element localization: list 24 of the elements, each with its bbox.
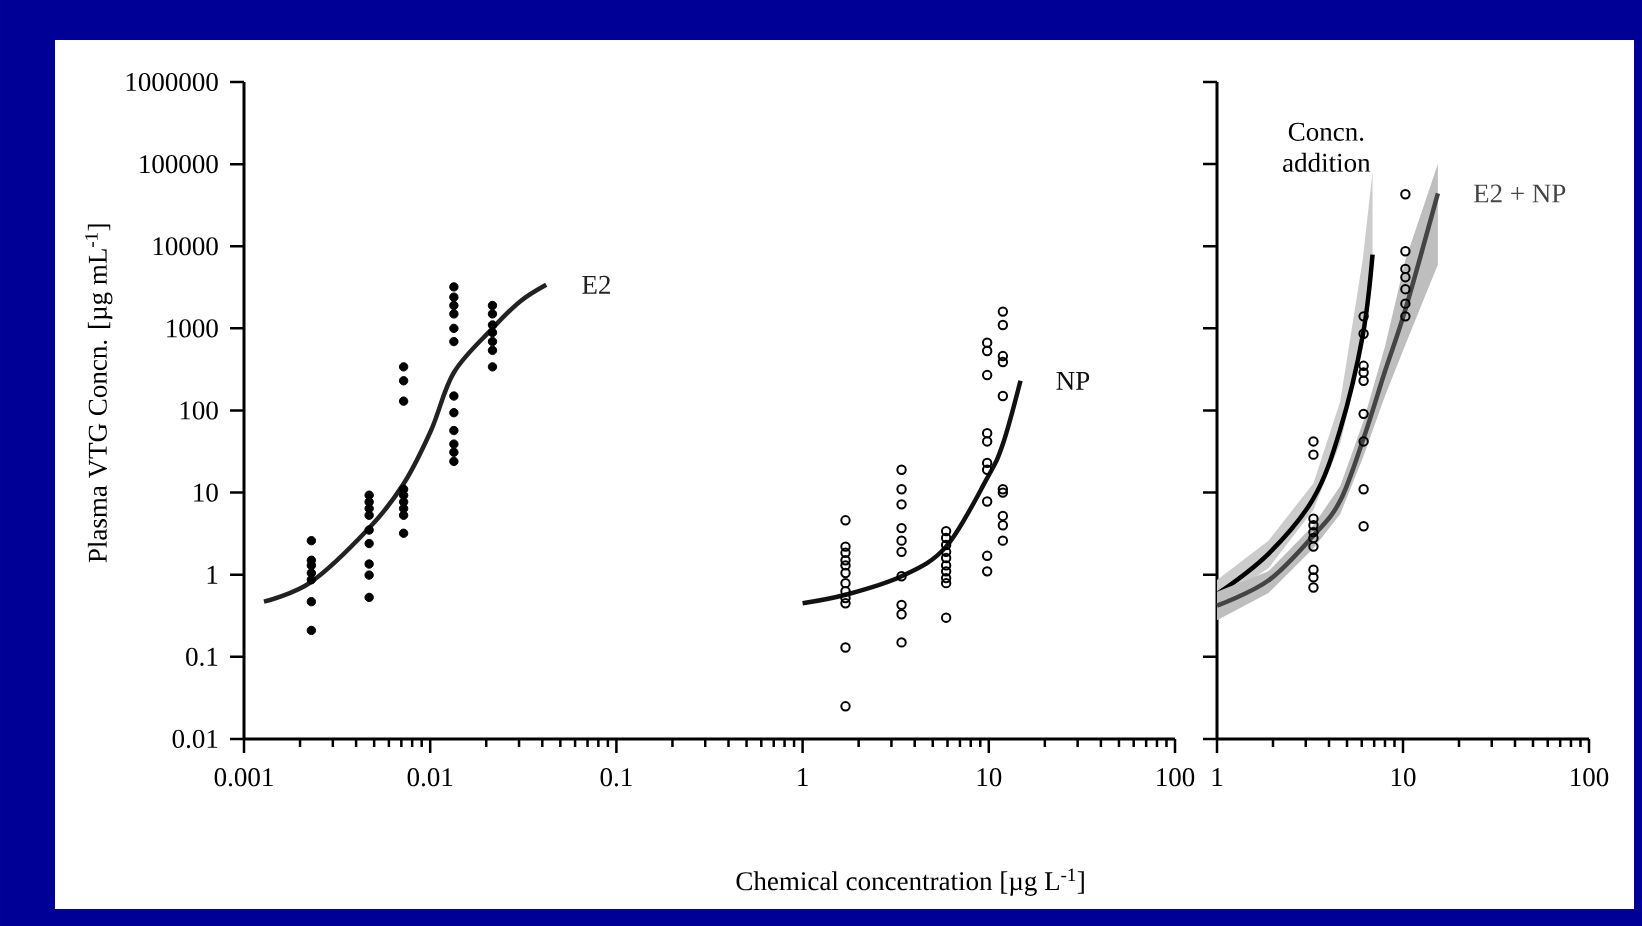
- x-axis-title: Chemical concentration [µg L$^{-1}$]: [736, 868, 1084, 896]
- x-tick-label: 10: [977, 768, 1002, 787]
- x-tick-label: 1: [1212, 768, 1223, 786]
- x-tick-label: 0.1: [600, 768, 632, 787]
- y-tick-label: 100: [180, 401, 218, 420]
- y-tick-label: 10000: [153, 237, 218, 256]
- x-tick-label: 0.001: [214, 768, 273, 787]
- x-tick-label: 10: [1391, 768, 1416, 787]
- series-label: NP: [1056, 371, 1090, 390]
- y-tick-label: 1000000: [126, 72, 218, 92]
- y-tick-label: 0.1: [186, 647, 218, 667]
- x-tick-label: 1: [798, 768, 808, 786]
- y-tick-label: 10: [194, 483, 218, 502]
- series-label: E2 + NP: [1473, 184, 1566, 203]
- y-axis-title: Plasma VTG Concn. [µg mL$^{-1}$]: [85, 224, 113, 563]
- x-tick-label: 0.01: [407, 768, 453, 787]
- y-tick-label: 1000: [167, 319, 218, 338]
- text: Concn. addition: [1283, 122, 1371, 172]
- y-tick-label: 100000: [140, 155, 218, 174]
- x-tick-label: 100: [1571, 768, 1609, 787]
- y-tick-label: 1: [207, 565, 218, 584]
- y-tick-label: 0.01: [172, 729, 218, 749]
- series-label: E2: [582, 275, 610, 294]
- x-tick-label: 100: [1157, 768, 1195, 787]
